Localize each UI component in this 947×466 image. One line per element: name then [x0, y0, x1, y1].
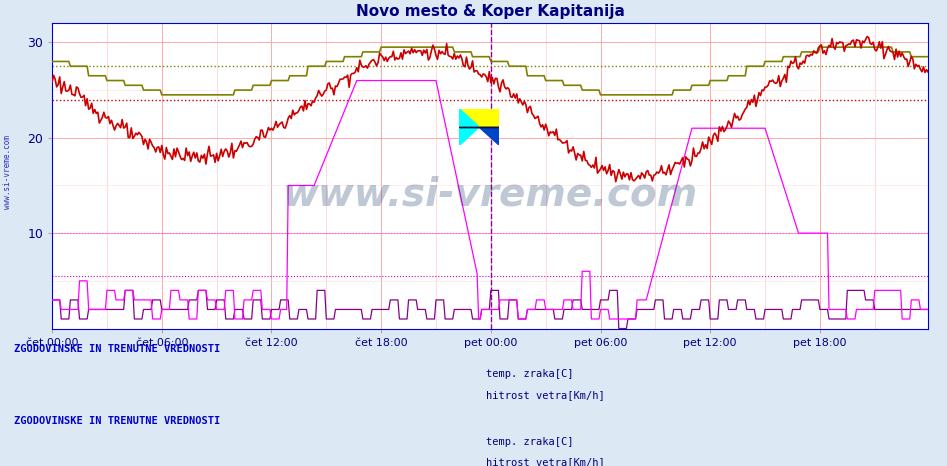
- Text: temp. zraka[C]: temp. zraka[C]: [486, 437, 573, 447]
- Polygon shape: [459, 109, 499, 127]
- Text: temp. zraka[C]: temp. zraka[C]: [486, 370, 573, 379]
- Polygon shape: [479, 127, 499, 145]
- Polygon shape: [459, 109, 479, 145]
- Text: ZGODOVINSKE IN TRENUTNE VREDNOSTI: ZGODOVINSKE IN TRENUTNE VREDNOSTI: [14, 344, 221, 354]
- Text: hitrost vetra[Km/h]: hitrost vetra[Km/h]: [486, 457, 604, 466]
- Text: www.si-vreme.com: www.si-vreme.com: [3, 136, 12, 209]
- Text: ZGODOVINSKE IN TRENUTNE VREDNOSTI: ZGODOVINSKE IN TRENUTNE VREDNOSTI: [14, 416, 221, 426]
- Text: www.si-vreme.com: www.si-vreme.com: [282, 175, 698, 213]
- Title: Novo mesto & Koper Kapitanija: Novo mesto & Koper Kapitanija: [356, 4, 624, 20]
- Text: hitrost vetra[Km/h]: hitrost vetra[Km/h]: [486, 391, 604, 400]
